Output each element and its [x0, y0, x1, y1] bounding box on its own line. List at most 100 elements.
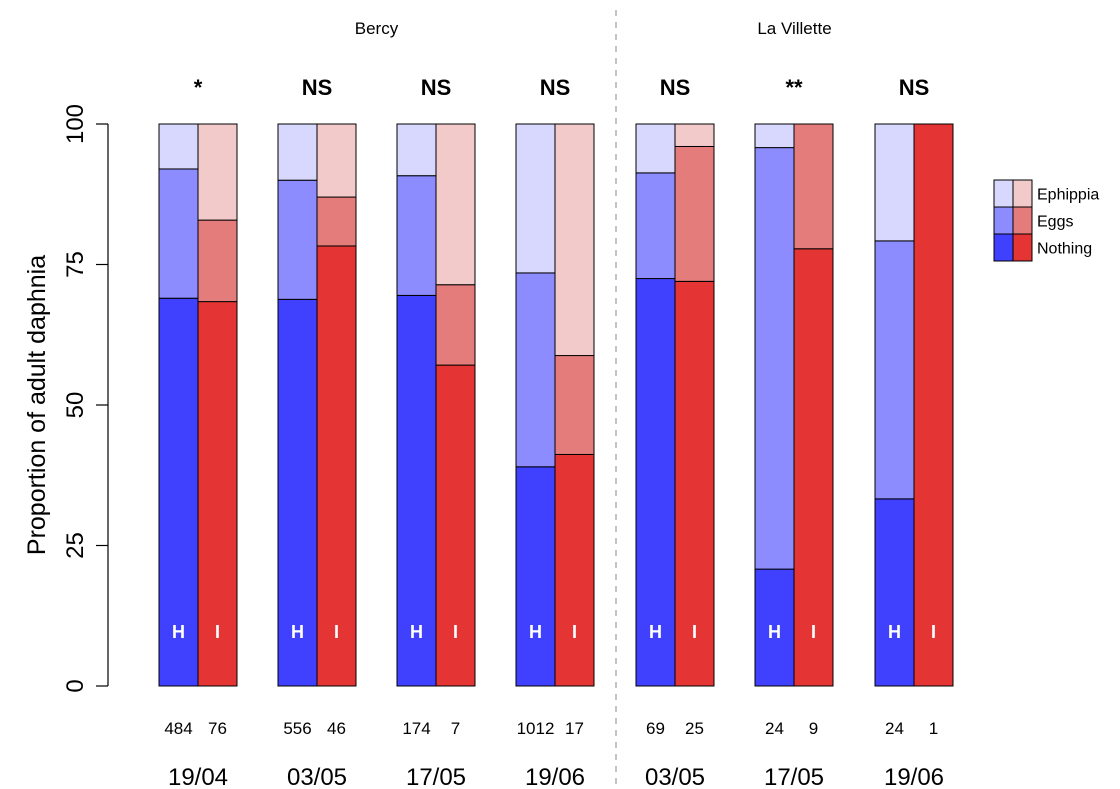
- date-label: 17/05: [764, 764, 824, 789]
- y-tick-label: 100: [62, 104, 89, 144]
- bar-segment-ephippia: [277, 123, 318, 181]
- legend-swatch-i: [1012, 179, 1033, 208]
- legend-label: Eggs: [1037, 214, 1073, 231]
- bar-segment-nothing: [913, 123, 954, 687]
- bar-group: NS 03/05 H 69 I 25: [635, 75, 715, 789]
- date-label: 03/05: [287, 764, 347, 789]
- bar-segment-eggs: [515, 272, 556, 468]
- bar-segment-nothing: [316, 245, 357, 687]
- bar-segment-nothing: [554, 453, 595, 687]
- bar-segment-ephippia: [635, 123, 676, 174]
- significance-label: NS: [660, 75, 691, 100]
- bar-segment-nothing: [635, 278, 676, 687]
- bar-segment-ephippia: [674, 123, 715, 147]
- bar-segment-ephippia: [515, 123, 556, 274]
- sample-size-label: 484: [164, 719, 192, 738]
- bar-segment-nothing: [793, 248, 834, 687]
- y-axis-label: Proportion of adult daphnia: [23, 255, 51, 555]
- sample-size-label: 9: [809, 719, 818, 738]
- bar-segment-eggs: [435, 284, 476, 366]
- bar-segment-ephippia: [874, 123, 915, 242]
- bar-group: NS 03/05 H 556 I 46: [277, 75, 357, 789]
- bar-treatment-label: H: [768, 622, 781, 642]
- bar-segment-eggs: [554, 355, 595, 455]
- site-label: Bercy: [355, 19, 399, 38]
- bar-treatment-label: H: [172, 622, 185, 642]
- bar-treatment-label: I: [215, 622, 220, 642]
- bar-treatment-label: I: [931, 622, 936, 642]
- y-tick-label: 25: [62, 532, 89, 559]
- date-label: 03/05: [645, 764, 705, 789]
- bar-group: ** 17/05 H 24 I 9: [754, 75, 834, 789]
- site-labels: Bercy La Villette: [355, 19, 832, 38]
- bar-segment-nothing: [874, 498, 915, 687]
- y-tick-label: 0: [62, 679, 89, 692]
- bar-segment-ephippia: [316, 123, 357, 198]
- significance-label: NS: [421, 75, 452, 100]
- legend-label: Ephippia: [1037, 187, 1099, 204]
- bar-segment-eggs: [674, 145, 715, 282]
- bar-segment-nothing: [277, 298, 318, 687]
- sample-size-label: 17: [565, 719, 584, 738]
- sample-size-label: 76: [208, 719, 227, 738]
- bar-segment-eggs: [396, 175, 437, 296]
- bar-groups: * 19/04 H 484 I 76 NS 03/05 H 556 I 46 NS 17/05 H 174 I 7…: [158, 75, 954, 789]
- bar-segment-eggs: [197, 219, 238, 303]
- bar-segment-nothing: [197, 301, 238, 687]
- bar-segment-eggs: [158, 168, 199, 299]
- bar-segment-ephippia: [197, 123, 238, 221]
- legend-swatch-h: [993, 179, 1014, 208]
- legend-swatch-h: [993, 233, 1014, 262]
- bar-treatment-label: I: [334, 622, 339, 642]
- sample-size-label: 69: [646, 719, 665, 738]
- bar-segment-ephippia: [396, 123, 437, 177]
- y-axis: 0 25 50 75 100: [62, 104, 109, 693]
- sample-size-label: 7: [451, 719, 460, 738]
- y-tick-label: 50: [62, 392, 89, 419]
- bar-segment-eggs: [277, 179, 318, 300]
- bar-segment-eggs: [793, 123, 834, 250]
- significance-label: NS: [540, 75, 571, 100]
- bar-segment-ephippia: [754, 123, 795, 149]
- bar-segment-eggs: [874, 240, 915, 500]
- bar-treatment-label: H: [529, 622, 542, 642]
- legend-swatch-h: [993, 206, 1014, 235]
- significance-label: **: [785, 75, 803, 100]
- bar-treatment-label: I: [692, 622, 697, 642]
- bar-treatment-label: I: [811, 622, 816, 642]
- bar-group: NS 17/05 H 174 I 7: [396, 75, 476, 789]
- bar-group: NS 19/06 H 1012 I 17: [515, 75, 595, 789]
- site-label: La Villette: [757, 19, 831, 38]
- sample-size-label: 1012: [517, 719, 555, 738]
- bar-segment-eggs: [316, 196, 357, 247]
- legend-label: Nothing: [1037, 241, 1092, 258]
- sample-size-label: 46: [327, 719, 346, 738]
- date-label: 19/04: [168, 764, 228, 789]
- bar-treatment-label: I: [453, 622, 458, 642]
- sample-size-label: 1: [929, 719, 938, 738]
- bar-treatment-label: H: [649, 622, 662, 642]
- legend-swatch-i: [1012, 233, 1033, 262]
- sample-size-label: 24: [765, 719, 784, 738]
- date-label: 17/05: [406, 764, 466, 789]
- bar-treatment-label: I: [572, 622, 577, 642]
- bar-segment-eggs: [635, 172, 676, 280]
- significance-label: NS: [899, 75, 930, 100]
- bar-segment-nothing: [515, 466, 556, 687]
- bar-segment-ephippia: [435, 123, 476, 286]
- bar-treatment-label: H: [291, 622, 304, 642]
- bar-treatment-label: H: [410, 622, 423, 642]
- date-label: 19/06: [525, 764, 585, 789]
- sample-size-label: 556: [283, 719, 311, 738]
- sample-size-label: 24: [885, 719, 904, 738]
- bar-treatment-label: H: [888, 622, 901, 642]
- bar-group: * 19/04 H 484 I 76: [158, 75, 238, 789]
- y-tick-label: 75: [62, 251, 89, 278]
- significance-label: NS: [302, 75, 333, 100]
- legend-swatch-i: [1012, 206, 1033, 235]
- sample-size-label: 25: [685, 719, 704, 738]
- bar-group: NS 19/06 H 24 I 1: [874, 75, 954, 789]
- legend: Ephippia Eggs Nothing: [993, 179, 1099, 262]
- bar-segment-ephippia: [158, 123, 199, 170]
